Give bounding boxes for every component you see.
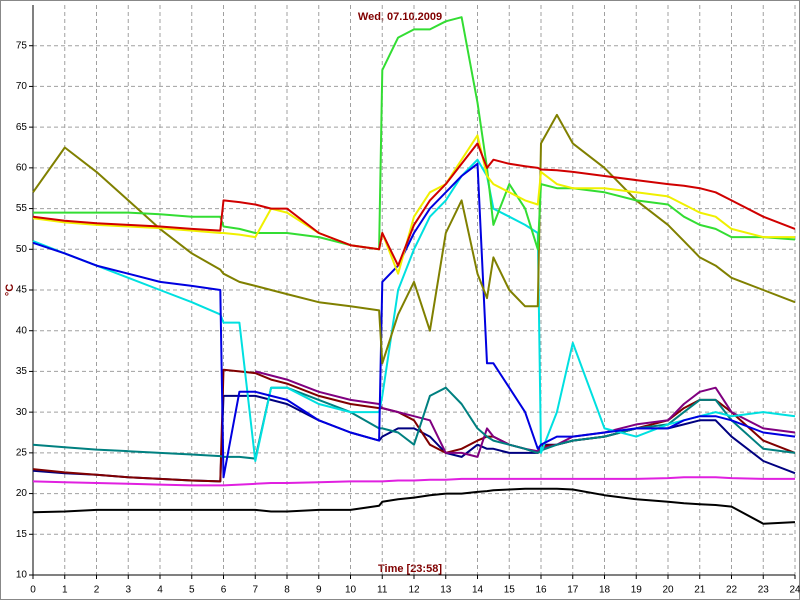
x-tick-label: 11	[377, 585, 388, 596]
x-tick-label: 18	[599, 585, 611, 596]
series-line	[32, 476, 795, 487]
chart-title: Wed, 07.10.2009	[358, 11, 442, 23]
x-tick-label: 6	[221, 585, 227, 596]
y-tick-label: 10	[16, 570, 28, 581]
x-tick-label: 22	[726, 585, 738, 596]
series-line	[32, 113, 796, 365]
x-tick-label: 2	[94, 585, 100, 596]
x-tick-label: 3	[125, 585, 131, 596]
x-tick-label: 9	[316, 585, 322, 596]
y-tick-label: 25	[16, 447, 28, 458]
y-tick-label: 15	[16, 529, 28, 540]
x-tick-label: 12	[408, 585, 420, 596]
y-tick-label: 40	[16, 325, 28, 336]
x-tick-label: 13	[440, 585, 452, 596]
x-tick-label: 20	[662, 585, 674, 596]
series-line	[32, 487, 796, 525]
series-line	[32, 386, 796, 460]
x-tick-label: 21	[694, 585, 706, 596]
x-tick-label: 5	[189, 585, 195, 596]
y-tick-label: 35	[16, 366, 28, 377]
y-tick-label: 60	[16, 162, 28, 173]
x-tick-label: 19	[631, 585, 643, 596]
x-tick-label: 10	[345, 585, 357, 596]
y-tick-label: 65	[16, 122, 28, 133]
x-tick-label: 17	[567, 585, 579, 596]
x-tick-label: 15	[504, 585, 516, 596]
y-tick-label: 55	[16, 203, 28, 214]
y-tick-label: 50	[16, 244, 28, 255]
x-tick-label: 4	[157, 585, 163, 596]
y-axis-label: °C	[4, 284, 16, 296]
x-tick-label: 0	[30, 585, 36, 596]
y-tick-label: 70	[16, 81, 28, 92]
x-tick-label: 1	[62, 585, 68, 596]
x-tick-label: 14	[472, 585, 484, 596]
x-axis-label: Time [23:58]	[378, 563, 442, 575]
y-tick-label: 45	[16, 285, 28, 296]
y-tick-label: 20	[16, 488, 28, 499]
series-line	[32, 162, 796, 479]
x-tick-label: 7	[252, 585, 258, 596]
x-tick-label: 16	[535, 585, 547, 596]
x-tick-label: 23	[758, 585, 770, 596]
series-line	[255, 370, 796, 458]
y-tick-label: 75	[16, 40, 28, 51]
x-tick-label: 24	[789, 585, 800, 596]
series-line	[32, 142, 796, 267]
x-tick-label: 8	[284, 585, 290, 596]
y-tick-label: 30	[16, 407, 28, 418]
